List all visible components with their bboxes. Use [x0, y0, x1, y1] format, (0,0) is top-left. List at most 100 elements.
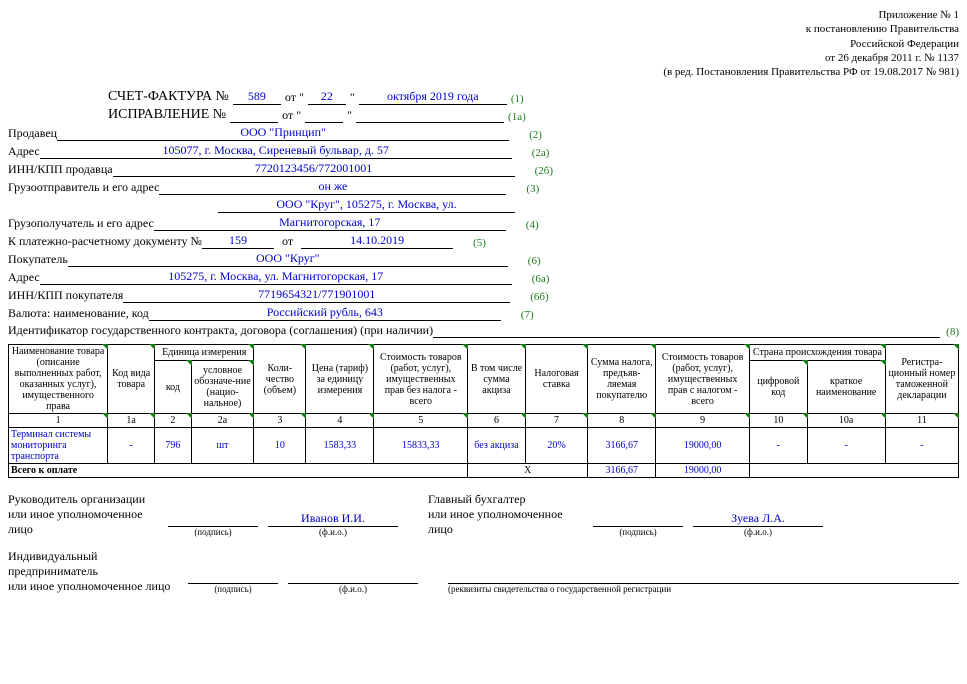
reg-line: (в ред. Постановления Правительства РФ о… [8, 65, 959, 79]
acc-label2: или иное уполномоченное лицо [428, 507, 583, 537]
cell: - [750, 428, 807, 464]
th-qty: Коли-чество (объем) [264, 363, 296, 396]
shipper-value: он же [159, 179, 506, 195]
col-num: 9 [700, 415, 705, 426]
contract-id-value [433, 323, 940, 338]
th-cost-with-tax: Стоимость товаров (работ, услуг), имущес… [662, 352, 744, 407]
invoice-date: октября 2019 года [359, 89, 507, 105]
reg-line: от 26 декабря 2011 г. № 1137 [8, 51, 959, 65]
consignee-value: Магнитогорская, 17 [154, 215, 506, 231]
col-num: 6 [494, 415, 499, 426]
marker: (2б) [535, 165, 553, 177]
seller-inn-value: 7720123456/772001001 [113, 161, 515, 177]
col-num: 11 [917, 415, 927, 426]
paydoc-label: К платежно-расчетному документу № [8, 234, 202, 249]
th-tax-sum: Сумма налога, предъяв-ляемая покупателю [591, 357, 653, 401]
col-num-row: 1 1а 2 2а 3 4 5 6 7 8 9 10 10а 11 [9, 414, 959, 428]
th-customs: Регистра-ционный номер таможенной деклар… [888, 357, 955, 401]
cell: 19000,00 [656, 428, 750, 464]
ip-label2: или иное уполномоченное лицо [8, 579, 178, 594]
ip-sign-line [188, 569, 278, 584]
contract-id-label: Идентификатор государственного контракта… [8, 323, 433, 338]
buyer-addr-value: 105275, г. Москва, ул. Магнитогорская, 1… [40, 269, 512, 285]
sub-req: (реквизиты свидетельства о государственн… [448, 584, 959, 594]
buyer-inn-label: ИНН/КПП покупателя [8, 288, 123, 303]
marker: (2) [529, 129, 542, 141]
th-price: Цена (тариф) за единицу измерения [312, 363, 368, 396]
reg-line: Российской Федерации [8, 37, 959, 51]
currency-value: Российский рубль, 643 [149, 305, 501, 321]
cell: 20% [525, 428, 588, 464]
ip-name-line [288, 569, 418, 584]
seller-value: ООО "Принцип" [57, 125, 509, 141]
cell: - [108, 428, 155, 464]
from-label: от " [282, 108, 301, 123]
paydoc-date: 14.10.2019 [301, 233, 453, 249]
col-num: 1 [56, 415, 61, 426]
paydoc-num: 159 [202, 233, 274, 249]
from-label: от " [285, 90, 304, 105]
th-unit-code: код [166, 382, 180, 393]
signature-area: Руководитель организации или иное уполно… [8, 492, 959, 594]
th-name: Наименование товара (описание выполненны… [12, 346, 105, 412]
cell: шт [191, 428, 254, 464]
sub-fio: (ф.и.о.) [288, 584, 418, 594]
consignee-label: Грузополучатель и его адрес [8, 216, 154, 231]
total-tax-sum: 3166,67 [588, 464, 656, 478]
invoice-day: 22 [308, 89, 346, 105]
th-code: Код вида товара [112, 368, 150, 390]
acc-name: Зуева Л.А. [693, 511, 823, 527]
marker: (3) [526, 183, 539, 195]
head-label2: или иное уполномоченное лицо [8, 507, 158, 537]
cell-name: Терминал системы мониторинга транспорта [9, 428, 108, 464]
invoice-label: СЧЕТ-ФАКТУРА № [108, 89, 229, 105]
th-country-code: цифровой код [757, 376, 799, 398]
th-unit-name: условное обозначе-ние (нацио-нальное) [194, 365, 250, 409]
sub-fio: (ф.и.о.) [268, 527, 398, 537]
shipper-label: Грузоотправитель и его адрес [8, 180, 159, 195]
invoice-table: Наименование товара (описание выполненны… [8, 344, 959, 478]
paydoc-from: от [274, 234, 301, 249]
th-country: Страна происхождения товара [753, 347, 882, 358]
cell: 796 [155, 428, 192, 464]
col-num: 2 [170, 415, 175, 426]
cell: 15833,33 [374, 428, 468, 464]
correction-date [356, 108, 504, 123]
marker: (5) [473, 237, 486, 249]
correction-day [305, 108, 343, 123]
marker: (7) [521, 309, 534, 321]
quote: " [350, 90, 355, 105]
head-name: Иванов И.И. [268, 511, 398, 527]
col-num: 8 [619, 415, 624, 426]
marker: (6) [528, 255, 541, 267]
regulation-header: Приложение № 1 к постановлению Правитель… [8, 8, 959, 79]
marker: (6б) [530, 291, 548, 303]
invoice-number: 589 [233, 89, 281, 105]
sub-sign: (подпись) [168, 527, 258, 537]
marker: (2а) [532, 147, 550, 159]
marker: (6а) [532, 273, 550, 285]
cell: - [807, 428, 885, 464]
seller-label: Продавец [8, 126, 57, 141]
col-num: 10 [773, 415, 783, 426]
marker: (8) [946, 326, 959, 338]
currency-label: Валюта: наименование, код [8, 306, 149, 321]
buyer-inn-value: 7719654321/771901001 [123, 287, 510, 303]
acc-label1: Главный бухгалтер [428, 492, 583, 507]
th-cost-no-tax: Стоимость товаров (работ, услуг), имущес… [380, 352, 462, 407]
col-num: 5 [418, 415, 423, 426]
seller-addr-value: 105077, г. Москва, Сиреневый бульвар, д.… [40, 143, 512, 159]
cell: - [885, 428, 958, 464]
marker: (1а) [508, 111, 526, 123]
head-label1: Руководитель организации [8, 492, 158, 507]
total-x: X [468, 464, 588, 478]
sub-sign: (подпись) [593, 527, 683, 537]
table-row: Терминал системы мониторинга транспорта … [9, 428, 959, 464]
seller-addr-label: Адрес [8, 144, 40, 159]
total-label: Всего к оплате [9, 464, 468, 478]
buyer-label: Покупатель [8, 252, 68, 267]
col-num: 10а [839, 415, 853, 426]
cell: 1583,33 [306, 428, 374, 464]
reg-line: к постановлению Правительства [8, 22, 959, 36]
cell: 10 [254, 428, 306, 464]
